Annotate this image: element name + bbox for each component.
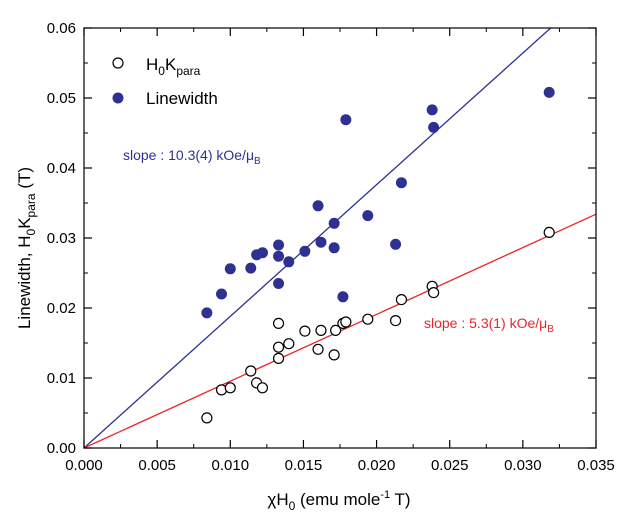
- h0kpara-point: [201, 412, 213, 424]
- h0kpara-point: [340, 316, 352, 328]
- tick-labels: 0.000 0.005 0.010 0.015 0.020 0.025 0.030 0.035…: [47, 20, 615, 474]
- linewidth-point: [273, 278, 285, 289]
- linewidth-point: [328, 242, 340, 254]
- h0kpara-point: [312, 343, 324, 355]
- h0kpara-point: [224, 382, 236, 394]
- h0kpara-point: [272, 352, 285, 364]
- linewidth-point: [315, 236, 327, 248]
- legend-marker-open-circle: [112, 57, 124, 69]
- linewidth-point: [224, 263, 236, 275]
- linewidth-point: [328, 217, 340, 229]
- legend: H0Kpara Linewidth: [112, 55, 218, 108]
- x-tick-label: 0.025: [431, 457, 469, 474]
- linewidth-point: [201, 307, 213, 319]
- h0kpara-point: [272, 341, 285, 353]
- axis-ticks: [83, 27, 597, 449]
- h0kpara-point: [256, 382, 269, 394]
- h0kpara-point: [328, 349, 340, 361]
- linewidth-point: [273, 239, 285, 251]
- linewidth-point: [362, 210, 374, 222]
- h0kpara-point: [245, 365, 257, 377]
- h0kpara-point: [272, 317, 285, 329]
- h0kpara-point: [543, 226, 555, 238]
- h0kpara-point: [395, 294, 408, 306]
- legend-label-h0kpara: H0Kpara: [146, 55, 201, 78]
- linewidth-point: [428, 121, 440, 133]
- x-tick-label: 0.020: [358, 457, 396, 474]
- fit-line: [84, 28, 552, 448]
- h0kpara-point: [283, 338, 295, 350]
- y-tick-label: 0.00: [47, 440, 76, 457]
- y-tick-label: 0.01: [47, 370, 76, 387]
- h0kpara-point: [362, 313, 374, 325]
- linewidth-point: [337, 291, 349, 303]
- linewidth-point: [395, 177, 407, 189]
- linewidth-point: [273, 250, 285, 262]
- linewidth-point: [312, 200, 324, 212]
- slope-annotation-red: slope : 5.3(1) kOe/μB: [424, 315, 554, 335]
- linewidth-point: [299, 245, 311, 257]
- linewidth-point: [340, 114, 352, 126]
- x-axis-title: χH0 (emu mole-1 T): [267, 489, 410, 513]
- y-axis-title: Linewidth, H0Kpara (T): [15, 167, 38, 329]
- h0kpara-point: [299, 325, 311, 337]
- linewidth-point: [543, 86, 555, 98]
- data-points: [201, 86, 555, 424]
- y-tick-label: 0.02: [47, 300, 76, 317]
- y-tick-label: 0.03: [47, 230, 76, 247]
- linewidth-point: [216, 288, 228, 300]
- h0kpara-point: [389, 315, 402, 327]
- y-tick-label: 0.04: [47, 160, 76, 177]
- y-tick-label: 0.06: [47, 20, 76, 37]
- h0kpara-point: [330, 324, 342, 336]
- linewidth-point: [283, 256, 295, 268]
- legend-label-linewidth: Linewidth: [146, 89, 218, 108]
- linewidth-point: [245, 262, 257, 274]
- h0kpara-point: [428, 287, 440, 299]
- x-tick-label: 0.035: [577, 457, 615, 474]
- linewidth-point: [256, 247, 268, 259]
- x-tick-label: 0.010: [212, 457, 250, 474]
- linewidth-point: [390, 238, 402, 250]
- x-tick-label: 0.015: [285, 457, 323, 474]
- x-tick-label: 0.000: [65, 457, 103, 474]
- h0kpara-point: [315, 324, 327, 336]
- slope-annotation-blue: slope : 10.3(4) kOe/μB: [123, 147, 261, 167]
- linewidth-point: [426, 104, 438, 116]
- legend-marker-filled-circle: [112, 92, 124, 104]
- x-tick-label: 0.005: [138, 457, 176, 474]
- x-tick-label: 0.030: [504, 457, 542, 474]
- y-tick-label: 0.05: [47, 90, 76, 107]
